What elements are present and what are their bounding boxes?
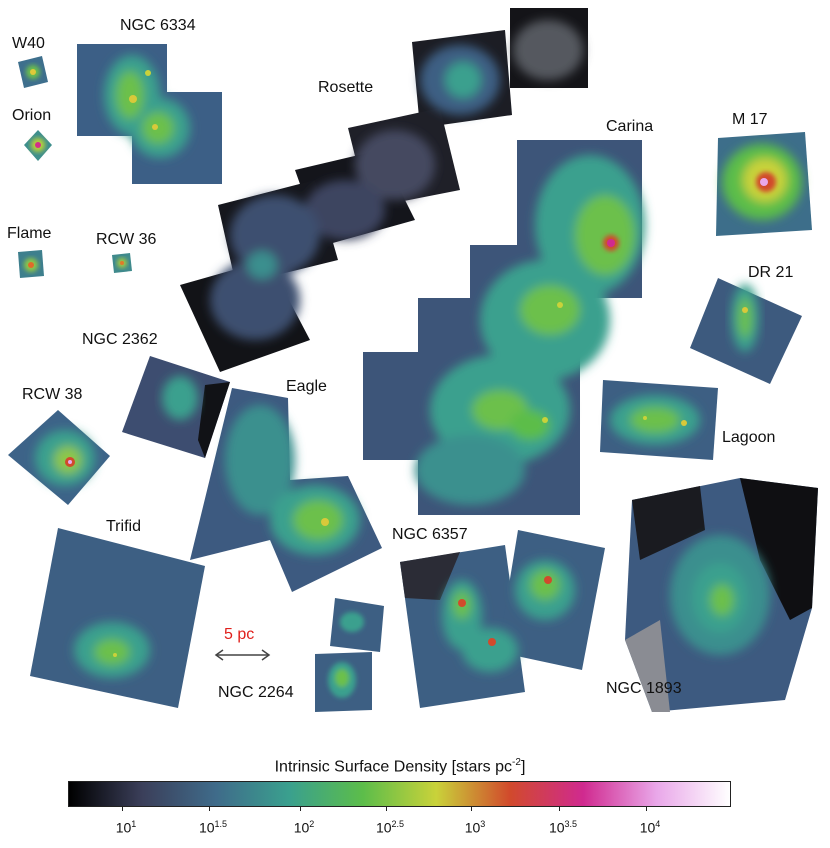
label-m17: M 17 (732, 111, 768, 128)
label-carina: Carina (606, 118, 654, 135)
colorbar-tick-label: 101 (115, 819, 137, 836)
label-trifid: Trifid (106, 518, 141, 535)
w40-field (18, 56, 48, 88)
colorbar-tick-mark (300, 806, 301, 811)
label-w40: W40 (12, 35, 45, 52)
label-orion: Orion (12, 107, 52, 124)
colorbar-tick-label: 102 (293, 819, 315, 836)
ngc6334-field (77, 44, 222, 184)
scale-bar (214, 649, 271, 661)
colorbar-tick-mark (209, 806, 210, 811)
colorbar-tick-mark (122, 806, 123, 811)
colorbar-title: Intrinsic Surface Density [stars pc-2] (274, 757, 526, 776)
flame-field (18, 250, 44, 278)
ngc1893-field (625, 478, 818, 712)
label-rosette: Rosette (318, 79, 374, 96)
label-rcw38: RCW 38 (22, 386, 83, 403)
ngc6357-field (400, 530, 605, 708)
colorbar-tick-label: 104 (639, 819, 661, 836)
density-map (8, 8, 818, 712)
label-ngc6334: NGC 6334 (120, 17, 196, 34)
trifid-field (30, 528, 205, 708)
label-ngc2362: NGC 2362 (82, 331, 158, 348)
colorbar-tick-label: 103.5 (548, 819, 578, 836)
m17-field (716, 132, 812, 236)
rcw36-field (112, 253, 132, 273)
colorbar (68, 781, 731, 807)
label-flame: Flame (7, 225, 52, 242)
rosette-field (180, 8, 588, 372)
rcw38-field (8, 410, 110, 505)
label-lagoon: Lagoon (722, 429, 776, 446)
dr21-field (690, 278, 802, 384)
lagoon-field (600, 380, 718, 460)
colorbar-tick-label: 103 (464, 819, 486, 836)
label-ngc1893: NGC 1893 (606, 680, 682, 697)
label-dr21: DR 21 (748, 264, 794, 281)
colorbar-tick-mark (386, 806, 387, 811)
label-rcw36: RCW 36 (96, 231, 157, 248)
label-ngc2264: NGC 2264 (218, 684, 294, 701)
colorbar-tick-mark (646, 806, 647, 811)
label-ngc6357: NGC 6357 (392, 526, 468, 543)
colorbar-tick-label: 102.5 (375, 819, 405, 836)
ngc2264-field (315, 598, 384, 712)
scale-bar-label: 5 pc (224, 626, 255, 643)
carina-field (363, 140, 645, 515)
colorbar-tick-mark (471, 806, 472, 811)
colorbar-tick-mark (559, 806, 560, 811)
colorbar-tick-label: 101.5 (198, 819, 228, 836)
eagle-field (190, 388, 382, 592)
orion-field (24, 130, 52, 161)
label-eagle: Eagle (286, 378, 327, 395)
ngc2362-field (122, 356, 230, 458)
